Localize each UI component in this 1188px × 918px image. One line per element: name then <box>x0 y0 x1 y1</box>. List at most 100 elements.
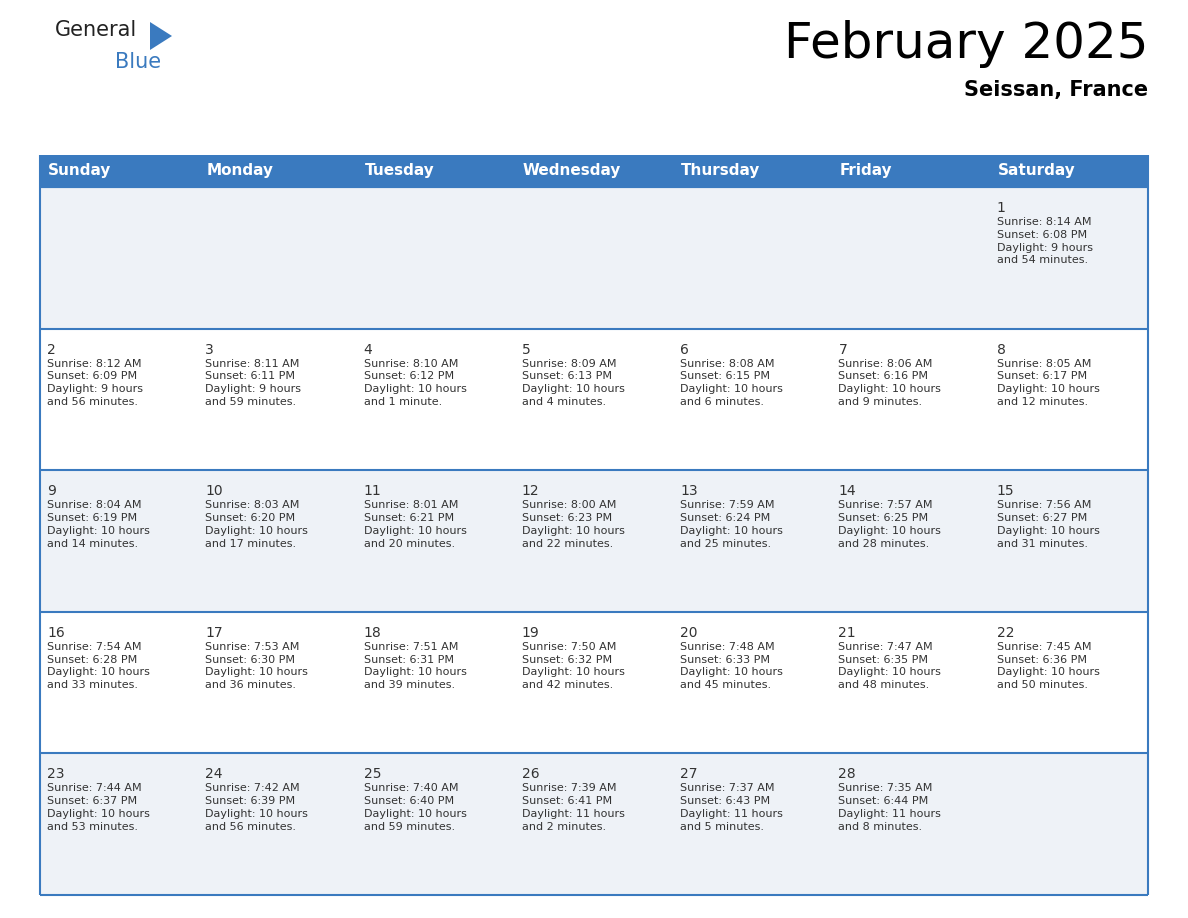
Text: 16: 16 <box>48 626 65 640</box>
Text: Monday: Monday <box>207 163 273 178</box>
Bar <box>40 754 198 895</box>
Text: Sunrise: 8:01 AM
Sunset: 6:21 PM
Daylight: 10 hours
and 20 minutes.: Sunrise: 8:01 AM Sunset: 6:21 PM Dayligh… <box>364 500 467 549</box>
Bar <box>198 470 356 611</box>
Bar <box>832 187 990 329</box>
Text: Sunrise: 7:40 AM
Sunset: 6:40 PM
Daylight: 10 hours
and 59 minutes.: Sunrise: 7:40 AM Sunset: 6:40 PM Dayligh… <box>364 783 467 832</box>
Text: General: General <box>55 20 138 40</box>
Text: Seissan, France: Seissan, France <box>963 80 1148 100</box>
Bar <box>514 470 674 611</box>
Text: 5: 5 <box>522 342 531 356</box>
Text: 13: 13 <box>681 484 697 498</box>
Bar <box>514 611 674 754</box>
Bar <box>990 611 1148 754</box>
Polygon shape <box>150 22 172 50</box>
Text: Sunrise: 7:42 AM
Sunset: 6:39 PM
Daylight: 10 hours
and 56 minutes.: Sunrise: 7:42 AM Sunset: 6:39 PM Dayligh… <box>206 783 308 832</box>
Text: Sunrise: 7:48 AM
Sunset: 6:33 PM
Daylight: 10 hours
and 45 minutes.: Sunrise: 7:48 AM Sunset: 6:33 PM Dayligh… <box>681 642 783 690</box>
Text: Sunrise: 7:57 AM
Sunset: 6:25 PM
Daylight: 10 hours
and 28 minutes.: Sunrise: 7:57 AM Sunset: 6:25 PM Dayligh… <box>839 500 941 549</box>
Text: Sunrise: 8:09 AM
Sunset: 6:13 PM
Daylight: 10 hours
and 4 minutes.: Sunrise: 8:09 AM Sunset: 6:13 PM Dayligh… <box>522 359 625 407</box>
Bar <box>514 187 674 329</box>
Text: Sunrise: 7:53 AM
Sunset: 6:30 PM
Daylight: 10 hours
and 36 minutes.: Sunrise: 7:53 AM Sunset: 6:30 PM Dayligh… <box>206 642 308 690</box>
Text: 23: 23 <box>48 767 64 781</box>
Bar <box>832 155 990 187</box>
Text: 7: 7 <box>839 342 847 356</box>
Bar <box>198 754 356 895</box>
Text: Sunrise: 7:35 AM
Sunset: 6:44 PM
Daylight: 11 hours
and 8 minutes.: Sunrise: 7:35 AM Sunset: 6:44 PM Dayligh… <box>839 783 941 832</box>
Bar <box>990 329 1148 470</box>
Text: Sunrise: 8:06 AM
Sunset: 6:16 PM
Daylight: 10 hours
and 9 minutes.: Sunrise: 8:06 AM Sunset: 6:16 PM Dayligh… <box>839 359 941 407</box>
Text: 9: 9 <box>48 484 56 498</box>
Text: 25: 25 <box>364 767 381 781</box>
Text: Blue: Blue <box>115 52 162 72</box>
Text: 27: 27 <box>681 767 697 781</box>
Text: Sunrise: 8:12 AM
Sunset: 6:09 PM
Daylight: 9 hours
and 56 minutes.: Sunrise: 8:12 AM Sunset: 6:09 PM Dayligh… <box>48 359 143 407</box>
Text: 22: 22 <box>997 626 1015 640</box>
Bar <box>990 155 1148 187</box>
Bar <box>198 187 356 329</box>
Text: 14: 14 <box>839 484 857 498</box>
Bar <box>832 611 990 754</box>
Text: 6: 6 <box>681 342 689 356</box>
Bar <box>356 754 514 895</box>
Text: 15: 15 <box>997 484 1015 498</box>
Text: Sunrise: 7:56 AM
Sunset: 6:27 PM
Daylight: 10 hours
and 31 minutes.: Sunrise: 7:56 AM Sunset: 6:27 PM Dayligh… <box>997 500 1100 549</box>
Bar <box>198 611 356 754</box>
Text: Sunrise: 8:14 AM
Sunset: 6:08 PM
Daylight: 9 hours
and 54 minutes.: Sunrise: 8:14 AM Sunset: 6:08 PM Dayligh… <box>997 217 1093 265</box>
Bar <box>674 470 832 611</box>
Bar <box>674 754 832 895</box>
Text: 12: 12 <box>522 484 539 498</box>
Text: Sunrise: 7:59 AM
Sunset: 6:24 PM
Daylight: 10 hours
and 25 minutes.: Sunrise: 7:59 AM Sunset: 6:24 PM Dayligh… <box>681 500 783 549</box>
Bar <box>674 187 832 329</box>
Text: 3: 3 <box>206 342 214 356</box>
Text: Tuesday: Tuesday <box>365 163 435 178</box>
Text: Sunrise: 7:44 AM
Sunset: 6:37 PM
Daylight: 10 hours
and 53 minutes.: Sunrise: 7:44 AM Sunset: 6:37 PM Dayligh… <box>48 783 150 832</box>
Bar <box>514 754 674 895</box>
Bar <box>832 329 990 470</box>
Text: Thursday: Thursday <box>681 163 760 178</box>
Text: 26: 26 <box>522 767 539 781</box>
Text: 28: 28 <box>839 767 857 781</box>
Text: 8: 8 <box>997 342 1005 356</box>
Bar <box>514 155 674 187</box>
Bar <box>674 329 832 470</box>
Text: Sunday: Sunday <box>48 163 112 178</box>
Text: 19: 19 <box>522 626 539 640</box>
Bar <box>198 155 356 187</box>
Text: Sunrise: 8:10 AM
Sunset: 6:12 PM
Daylight: 10 hours
and 1 minute.: Sunrise: 8:10 AM Sunset: 6:12 PM Dayligh… <box>364 359 467 407</box>
Text: Sunrise: 7:39 AM
Sunset: 6:41 PM
Daylight: 11 hours
and 2 minutes.: Sunrise: 7:39 AM Sunset: 6:41 PM Dayligh… <box>522 783 625 832</box>
Bar <box>356 187 514 329</box>
Text: Friday: Friday <box>840 163 892 178</box>
Text: 10: 10 <box>206 484 223 498</box>
Bar <box>356 470 514 611</box>
Bar <box>514 329 674 470</box>
Text: Sunrise: 7:47 AM
Sunset: 6:35 PM
Daylight: 10 hours
and 48 minutes.: Sunrise: 7:47 AM Sunset: 6:35 PM Dayligh… <box>839 642 941 690</box>
Bar <box>356 155 514 187</box>
Text: 17: 17 <box>206 626 223 640</box>
Text: Wednesday: Wednesday <box>523 163 621 178</box>
Text: 18: 18 <box>364 626 381 640</box>
Text: 24: 24 <box>206 767 223 781</box>
Text: Sunrise: 7:51 AM
Sunset: 6:31 PM
Daylight: 10 hours
and 39 minutes.: Sunrise: 7:51 AM Sunset: 6:31 PM Dayligh… <box>364 642 467 690</box>
Bar <box>990 754 1148 895</box>
Bar <box>198 329 356 470</box>
Text: 11: 11 <box>364 484 381 498</box>
Bar <box>990 187 1148 329</box>
Bar <box>40 329 198 470</box>
Bar <box>40 187 198 329</box>
Bar <box>40 611 198 754</box>
Text: 1: 1 <box>997 201 1005 215</box>
Text: February 2025: February 2025 <box>784 20 1148 68</box>
Text: Sunrise: 7:37 AM
Sunset: 6:43 PM
Daylight: 11 hours
and 5 minutes.: Sunrise: 7:37 AM Sunset: 6:43 PM Dayligh… <box>681 783 783 832</box>
Text: Sunrise: 7:50 AM
Sunset: 6:32 PM
Daylight: 10 hours
and 42 minutes.: Sunrise: 7:50 AM Sunset: 6:32 PM Dayligh… <box>522 642 625 690</box>
Text: Sunrise: 8:00 AM
Sunset: 6:23 PM
Daylight: 10 hours
and 22 minutes.: Sunrise: 8:00 AM Sunset: 6:23 PM Dayligh… <box>522 500 625 549</box>
Bar <box>832 754 990 895</box>
Text: 20: 20 <box>681 626 697 640</box>
Bar <box>40 470 198 611</box>
Bar <box>40 155 198 187</box>
Bar <box>990 470 1148 611</box>
Bar <box>674 155 832 187</box>
Text: Sunrise: 8:04 AM
Sunset: 6:19 PM
Daylight: 10 hours
and 14 minutes.: Sunrise: 8:04 AM Sunset: 6:19 PM Dayligh… <box>48 500 150 549</box>
Text: 2: 2 <box>48 342 56 356</box>
Bar <box>832 470 990 611</box>
Bar <box>356 329 514 470</box>
Text: 4: 4 <box>364 342 372 356</box>
